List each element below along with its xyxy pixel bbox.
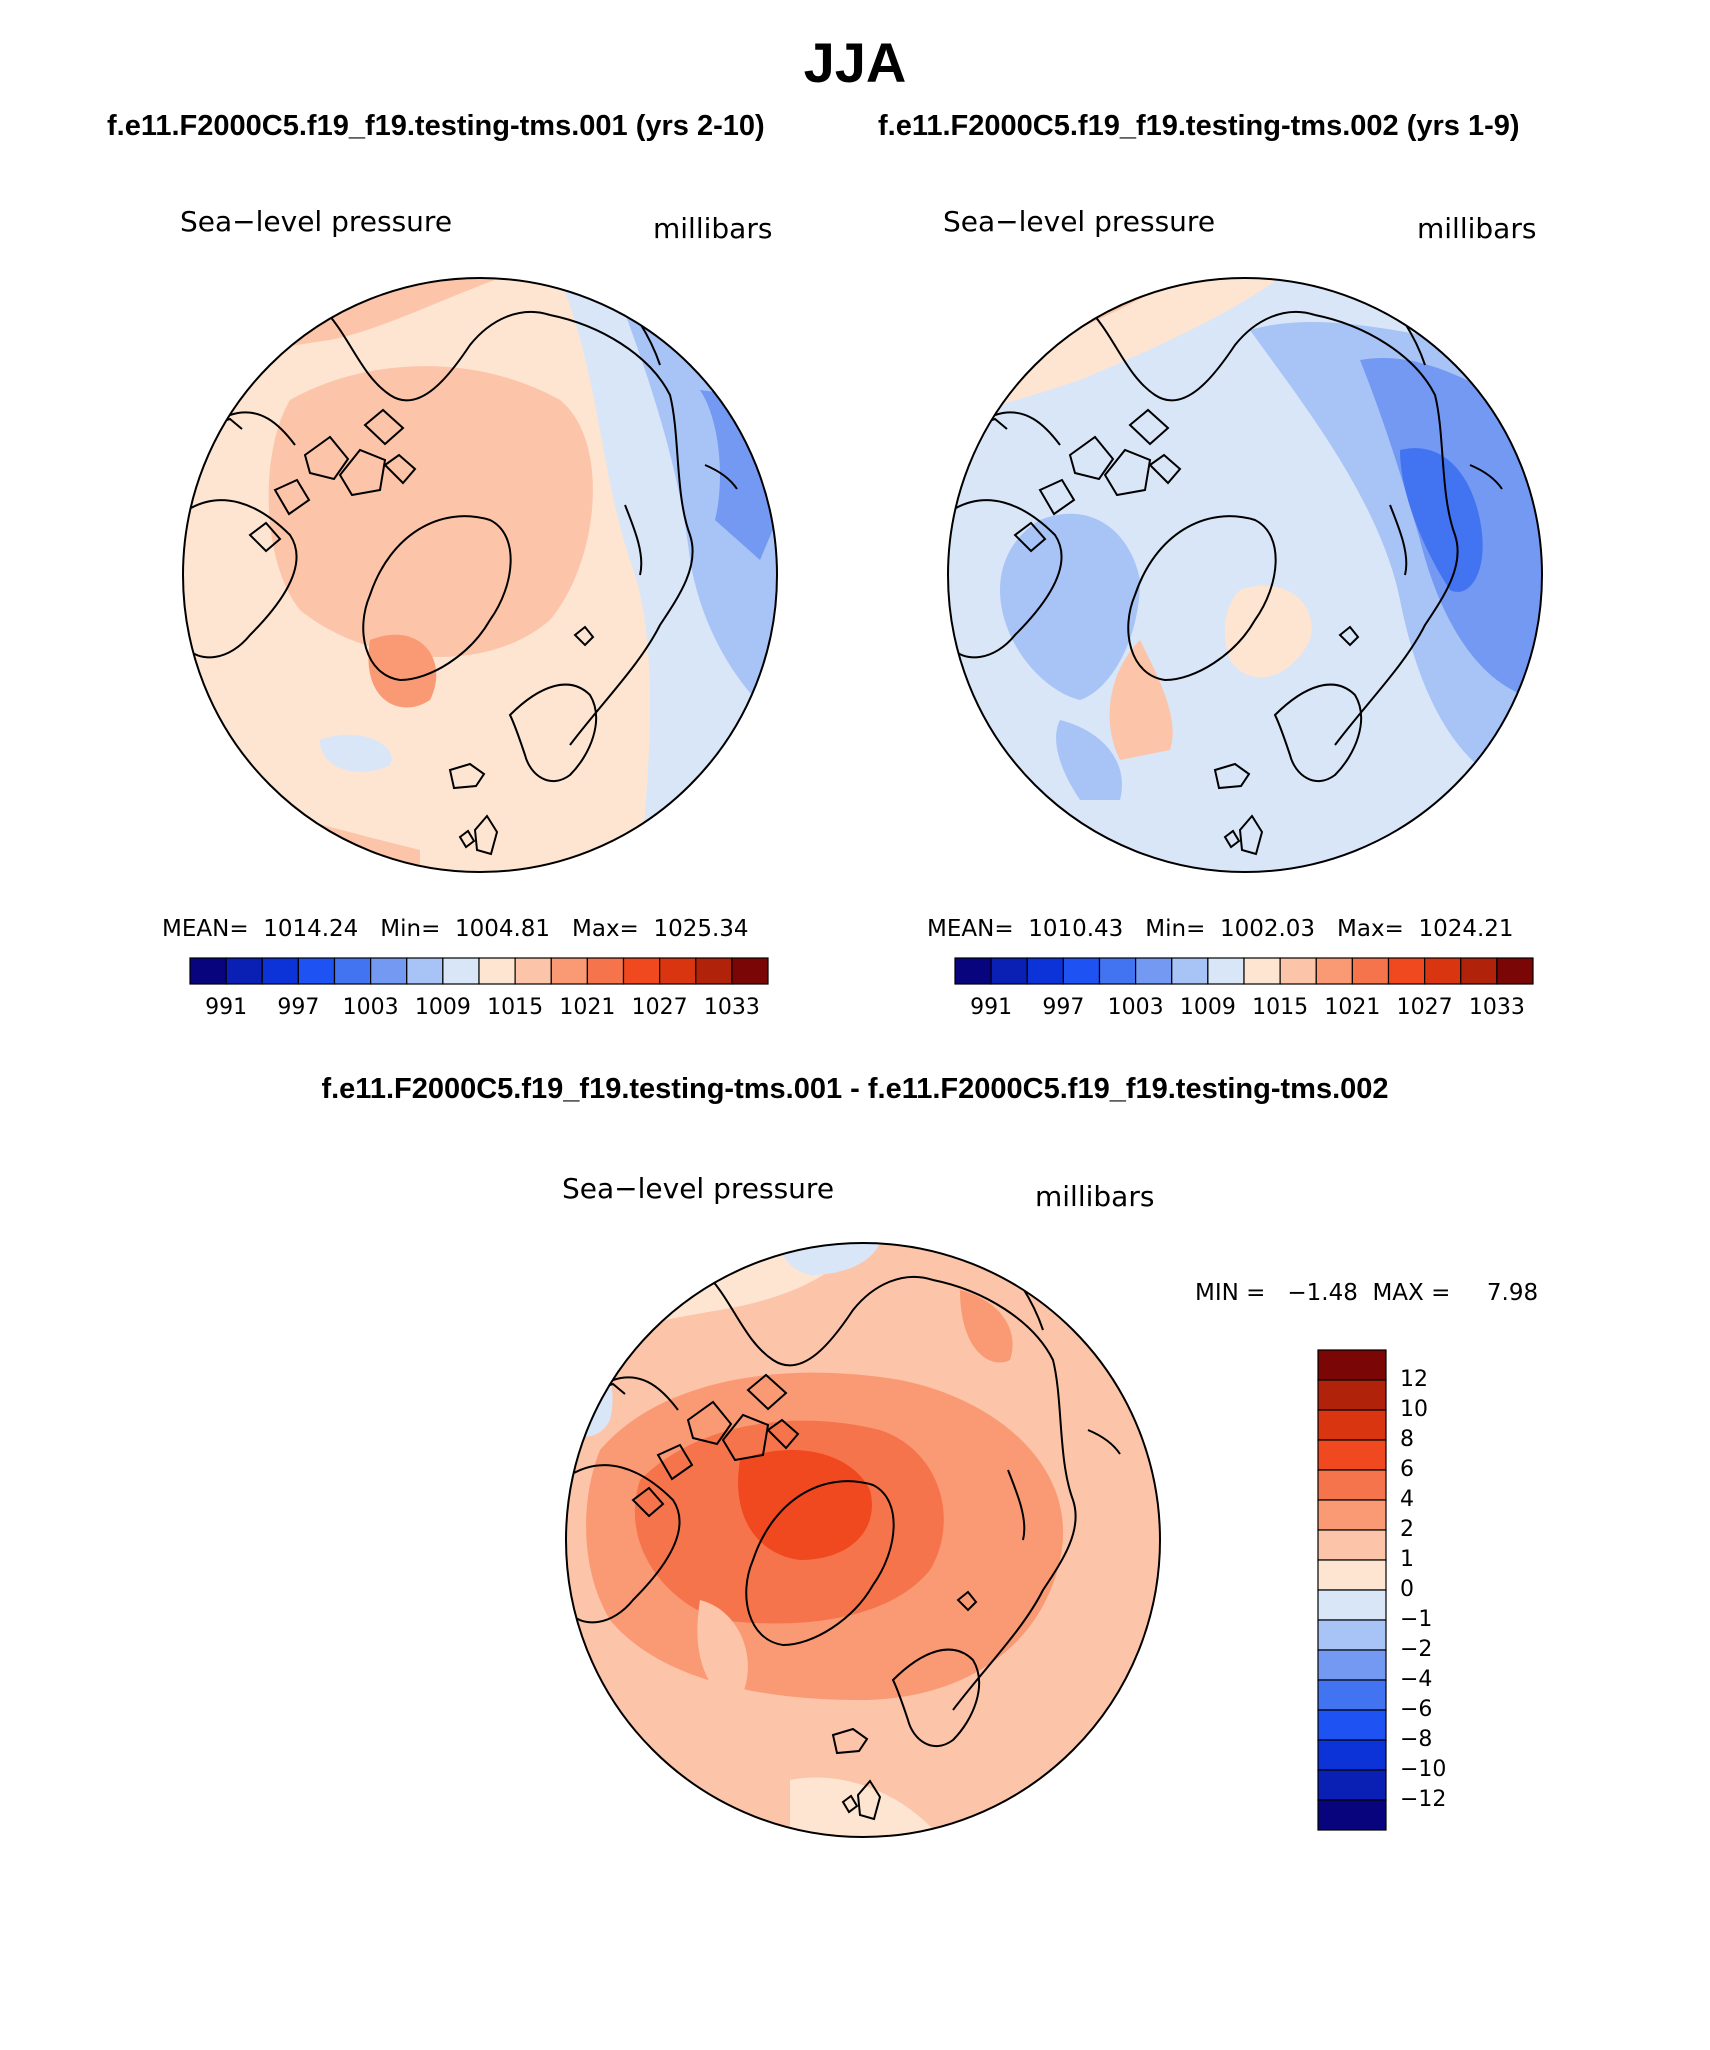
colorbar-difference [1317, 1349, 1387, 1831]
colorbar-swatch [1496, 957, 1534, 985]
colorbar-tick-label: −12 [1400, 1787, 1447, 1812]
colorbar-swatch [478, 957, 516, 985]
colorbar-tick-label: 1009 [1179, 995, 1236, 1020]
colorbar-swatch [954, 957, 992, 985]
map-panel-difference [565, 1242, 1161, 1838]
colorbar-swatch [333, 957, 372, 985]
diff-stats: MIN = −1.48 MAX = 7.98 [1195, 1280, 1539, 1306]
colorbar-swatch [1317, 1409, 1387, 1441]
colorbar-swatch [1317, 1499, 1387, 1531]
colorbar-swatch [1317, 1379, 1387, 1411]
left-units-label: millibars [653, 212, 773, 245]
colorbar-tick-label: 1027 [1396, 995, 1453, 1020]
colorbar-tick-label: 4 [1400, 1487, 1414, 1512]
colorbar-swatch [1460, 957, 1498, 985]
colorbar-tick-label: 1033 [703, 995, 760, 1020]
colorbar-tick-label: 1015 [487, 995, 544, 1020]
colorbar-swatch [1317, 1769, 1387, 1801]
right-variable-label: Sea−level pressure [943, 205, 1216, 238]
colorbar-swatch [1317, 1619, 1387, 1651]
colorbar-swatch [1351, 957, 1390, 985]
colorbar-tick-label: 991 [970, 995, 1013, 1020]
colorbar-tick-label: −4 [1400, 1667, 1433, 1692]
colorbar-swatch [1317, 1559, 1387, 1591]
colorbar-swatch [1026, 957, 1064, 985]
colorbar-swatch [990, 957, 1028, 985]
colorbar-tick-label: 0 [1400, 1577, 1414, 1602]
right-units-label: millibars [1417, 212, 1537, 245]
colorbar-tick-label: 12 [1400, 1367, 1428, 1392]
map-panel-case2 [947, 277, 1543, 873]
colorbar-swatch [586, 957, 625, 985]
colorbar-tick-label: 997 [277, 995, 320, 1020]
colorbar-tick-label: 1033 [1468, 995, 1525, 1020]
left-case-title: f.e11.F2000C5.f19_f19.testing-tms.001 (y… [107, 110, 765, 142]
difference-title: f.e11.F2000C5.f19_f19.testing-tms.001 - … [321, 1073, 1389, 1105]
colorbar-swatch [1243, 957, 1281, 985]
colorbar-swatch [1317, 1439, 1387, 1471]
colorbar-swatch [695, 957, 733, 985]
colorbar-swatch [261, 957, 299, 985]
colorbar-swatch [370, 957, 408, 985]
colorbar-swatch [1317, 1529, 1387, 1561]
colorbar-swatch [1315, 957, 1353, 985]
colorbar-swatch [1317, 1349, 1387, 1381]
colorbar-tick-label: 997 [1042, 995, 1085, 1020]
colorbar-swatch [1317, 1709, 1387, 1741]
colorbar-tick-label: −10 [1400, 1757, 1447, 1782]
colorbar-swatch [550, 957, 588, 985]
colorbar-swatch [1062, 957, 1101, 985]
colorbar-swatch [297, 957, 336, 985]
colorbar-swatch [1171, 957, 1209, 985]
diff-variable-label: Sea−level pressure [562, 1172, 835, 1205]
colorbar-swatch [1317, 1739, 1387, 1771]
right-case-title: f.e11.F2000C5.f19_f19.testing-tms.002 (y… [878, 110, 1520, 142]
colorbar-swatch [225, 957, 263, 985]
colorbar-swatch [731, 957, 769, 985]
colorbar-tick-label: −2 [1400, 1637, 1433, 1662]
colorbar-tick-label: 8 [1400, 1427, 1414, 1452]
colorbar-tick-label: 1003 [1107, 995, 1164, 1020]
colorbar-tick-label: 1003 [342, 995, 399, 1020]
colorbar-swatch [1317, 1469, 1387, 1501]
map-panel-case1 [182, 277, 778, 873]
colorbar-swatch [189, 957, 227, 985]
left-variable-label: Sea−level pressure [180, 205, 453, 238]
colorbar-swatch [1387, 957, 1426, 985]
colorbar-tick-label: −6 [1400, 1697, 1433, 1722]
colorbar-swatch [1317, 1679, 1387, 1711]
colorbar-swatch [1135, 957, 1173, 985]
colorbar-case2 [954, 957, 1534, 985]
colorbar-tick-label: 1021 [559, 995, 616, 1020]
colorbar-tick-label: 1027 [631, 995, 688, 1020]
diff-units-label: millibars [1035, 1180, 1155, 1213]
colorbar-case1 [189, 957, 769, 985]
colorbar-swatch [1317, 1799, 1387, 1831]
colorbar-tick-label: 1015 [1252, 995, 1309, 1020]
colorbar-swatch [1098, 957, 1137, 985]
colorbar-tick-label: 991 [205, 995, 248, 1020]
figure-title: JJA [803, 31, 907, 94]
colorbar-swatch [442, 957, 480, 985]
colorbar-tick-label: 10 [1400, 1397, 1428, 1422]
colorbar-swatch [1424, 957, 1462, 985]
colorbar-tick-label: 1 [1400, 1547, 1414, 1572]
colorbar-tick-label: 6 [1400, 1457, 1414, 1482]
colorbar-swatch [1207, 957, 1245, 985]
colorbar-tick-label: −8 [1400, 1727, 1433, 1752]
colorbar-swatch [1317, 1649, 1387, 1681]
right-stats: MEAN= 1010.43 Min= 1002.03 Max= 1024.21 [927, 916, 1514, 942]
colorbar-swatch [514, 957, 552, 985]
colorbar-swatch [406, 957, 444, 985]
colorbar-tick-label: 1009 [414, 995, 471, 1020]
colorbar-swatch [1317, 1589, 1387, 1621]
colorbar-tick-label: 2 [1400, 1517, 1414, 1542]
colorbar-tick-label: 1021 [1324, 995, 1381, 1020]
colorbar-swatch [659, 957, 697, 985]
colorbar-tick-label: −1 [1400, 1607, 1433, 1632]
colorbar-swatch [1279, 957, 1317, 985]
colorbar-swatch [622, 957, 661, 985]
left-stats: MEAN= 1014.24 Min= 1004.81 Max= 1025.34 [162, 916, 749, 942]
